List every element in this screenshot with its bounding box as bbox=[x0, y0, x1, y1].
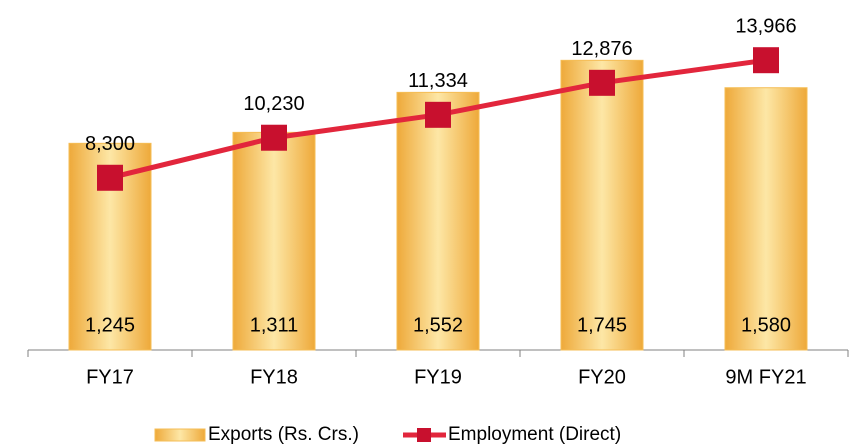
data-label: 1,745 bbox=[577, 314, 627, 336]
data-label: 10,230 bbox=[243, 93, 304, 115]
legend-marker bbox=[417, 428, 431, 442]
data-label: 12,876 bbox=[571, 38, 632, 60]
legend-label: Employment (Direct) bbox=[448, 424, 621, 445]
bar bbox=[724, 87, 808, 351]
x-tick-label: 9M FY21 bbox=[725, 366, 806, 388]
marker bbox=[589, 69, 615, 96]
data-label: 1,245 bbox=[85, 314, 135, 336]
data-label: 1,552 bbox=[413, 314, 463, 336]
legend-label: Exports (Rs. Crs.) bbox=[208, 424, 359, 445]
marker bbox=[97, 164, 123, 191]
x-tick-label: FY20 bbox=[578, 366, 626, 388]
data-label: 1,580 bbox=[741, 314, 791, 336]
x-tick-label: FY17 bbox=[86, 366, 134, 388]
marker bbox=[753, 47, 779, 74]
marker bbox=[425, 101, 451, 128]
data-label: 1,311 bbox=[250, 314, 299, 336]
data-label: 11,334 bbox=[408, 70, 468, 92]
marker bbox=[261, 124, 287, 151]
bar bbox=[560, 59, 644, 351]
data-label: 8,300 bbox=[85, 133, 135, 155]
data-label: 13,966 bbox=[735, 15, 796, 37]
legend-swatch bbox=[154, 428, 206, 442]
x-tick-label: FY19 bbox=[414, 366, 462, 388]
bar bbox=[232, 131, 316, 351]
bar bbox=[396, 91, 480, 351]
x-tick-label: FY18 bbox=[250, 366, 298, 388]
x-axis bbox=[27, 349, 849, 357]
